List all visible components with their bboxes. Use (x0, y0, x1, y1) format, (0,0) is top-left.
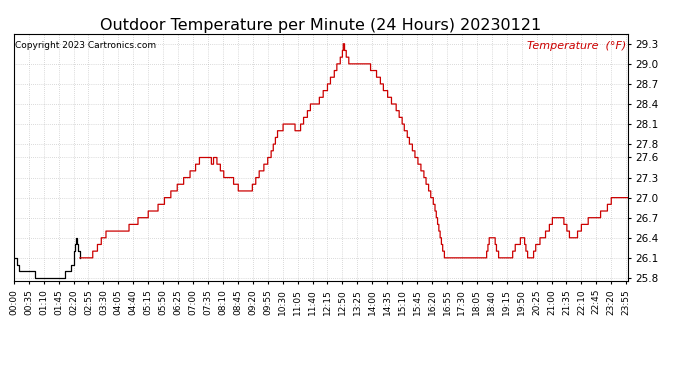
Text: Copyright 2023 Cartronics.com: Copyright 2023 Cartronics.com (15, 41, 156, 50)
Text: Temperature  (°F): Temperature (°F) (527, 41, 627, 51)
Title: Outdoor Temperature per Minute (24 Hours) 20230121: Outdoor Temperature per Minute (24 Hours… (100, 18, 542, 33)
